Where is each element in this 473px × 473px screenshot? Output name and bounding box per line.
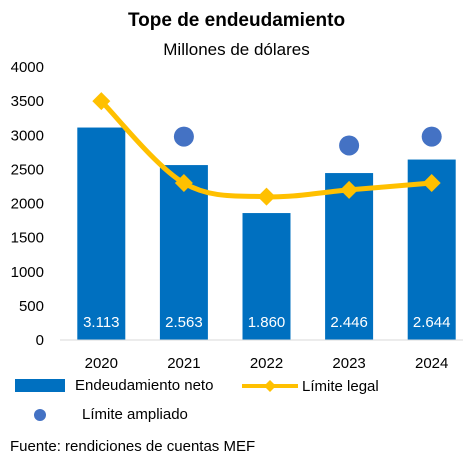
legend-label-limite-legal: Límite legal bbox=[302, 377, 379, 395]
bar-endeudamiento-neto bbox=[159, 165, 208, 340]
bar-endeudamiento-neto bbox=[77, 127, 126, 340]
bar-data-label: 2.446 bbox=[330, 314, 368, 331]
y-tick-label: 1500 bbox=[11, 230, 44, 247]
legend-label-limite-ampliado: Límite ampliado bbox=[82, 406, 188, 423]
x-tick-label: 2020 bbox=[85, 355, 118, 372]
legend-item-limite-ampliado: Límite ampliado bbox=[10, 406, 188, 423]
marker-limite-legal bbox=[340, 180, 359, 199]
legend-swatch-dot bbox=[34, 408, 46, 421]
legend-swatch-line bbox=[242, 380, 298, 392]
y-tick-label: 2500 bbox=[11, 161, 44, 178]
bar-endeudamiento-neto bbox=[325, 173, 374, 340]
marker-limite-legal bbox=[422, 174, 441, 193]
chart-subtitle: Millones de dólares bbox=[163, 40, 310, 59]
x-tick-label: 2021 bbox=[167, 355, 200, 372]
point-limite-ampliado bbox=[173, 126, 194, 147]
x-tick-label: 2022 bbox=[250, 355, 283, 372]
x-tick-label: 2024 bbox=[415, 355, 448, 372]
y-tick-label: 3000 bbox=[11, 127, 44, 144]
x-tick-label: 2023 bbox=[332, 355, 365, 372]
point-limite-ampliado bbox=[339, 135, 360, 156]
marker-limite-legal bbox=[92, 92, 111, 111]
source-note: Fuente: rendiciones de cuentas MEF bbox=[10, 438, 256, 455]
marker-limite-legal bbox=[174, 174, 193, 193]
bar-endeudamiento-neto bbox=[242, 213, 291, 340]
y-tick-label: 3500 bbox=[11, 93, 44, 110]
legend-item-limite-legal: Límite legal bbox=[242, 377, 379, 395]
y-tick-label: 4000 bbox=[11, 59, 44, 76]
y-tick-label: 2000 bbox=[11, 196, 44, 213]
legend-item-endeudamiento-neto: Endeudamiento neto bbox=[10, 377, 213, 394]
point-limite-ampliado bbox=[421, 126, 442, 147]
bar-data-label: 3.113 bbox=[83, 314, 119, 331]
bar-data-label: 2.563 bbox=[165, 314, 203, 331]
y-tick-label: 0 bbox=[36, 332, 44, 349]
y-tick-label: 500 bbox=[19, 298, 44, 315]
bar-data-label: 1.860 bbox=[248, 314, 286, 331]
legend-label-endeudamiento-neto: Endeudamiento neto bbox=[75, 377, 214, 394]
marker-limite-legal bbox=[257, 187, 276, 206]
chart-title: Tope de endeudamiento bbox=[127, 10, 346, 31]
legend-swatch-bar bbox=[15, 379, 65, 392]
y-tick-label: 1000 bbox=[11, 264, 44, 281]
series-line-limite-legal bbox=[99, 99, 432, 200]
bar-data-label: 2.644 bbox=[413, 314, 451, 331]
